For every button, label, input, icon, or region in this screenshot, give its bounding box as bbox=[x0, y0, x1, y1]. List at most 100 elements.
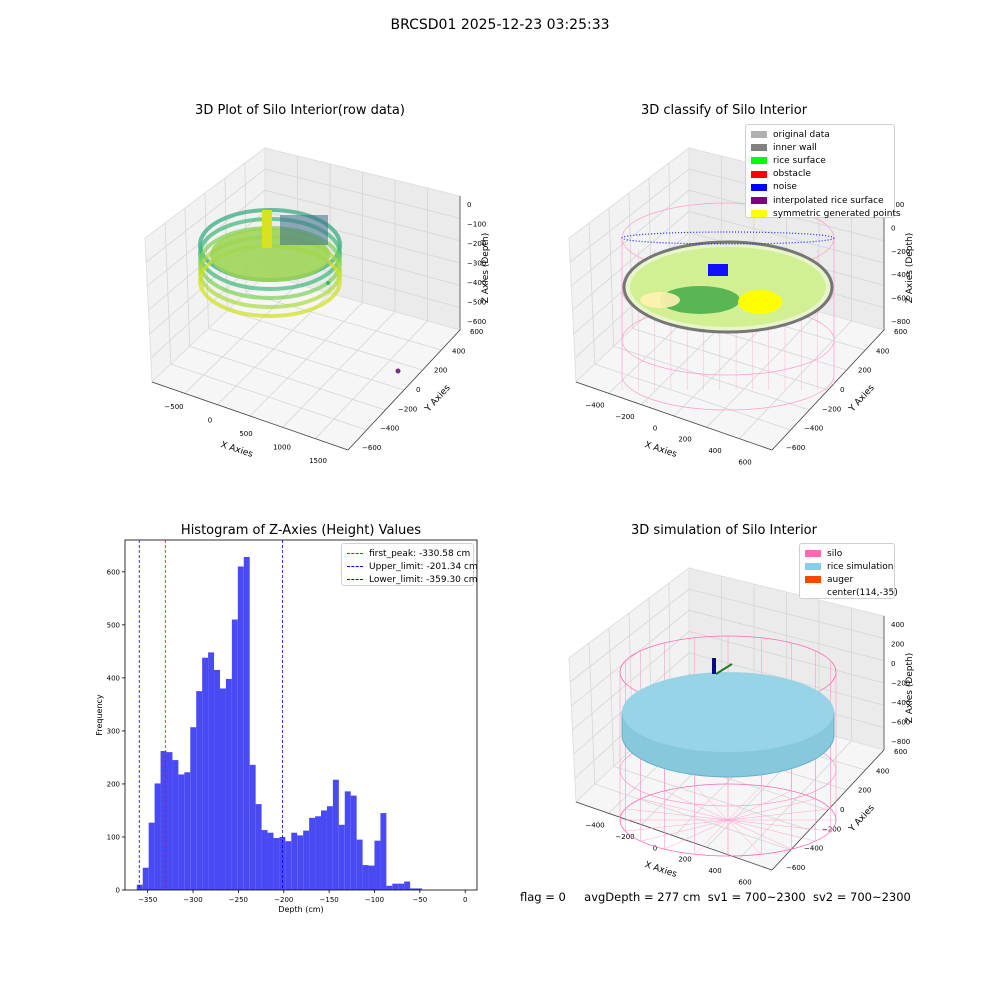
legend-swatch bbox=[751, 197, 767, 205]
z-tick-label: −100 bbox=[467, 221, 486, 229]
legend-swatch bbox=[751, 157, 767, 165]
silo-floor-spoke bbox=[727, 819, 816, 842]
silo-floor-spoke bbox=[727, 819, 762, 855]
legend-item: obstacle bbox=[751, 168, 889, 181]
x-tick-label: −250 bbox=[229, 896, 248, 904]
histogram-bar bbox=[273, 838, 280, 890]
point-obstacle bbox=[262, 210, 272, 248]
x-tick-label: 400 bbox=[708, 867, 721, 875]
y-tick-label: 200 bbox=[107, 780, 120, 788]
histogram-bar bbox=[190, 727, 197, 890]
y-tick-label: 400 bbox=[107, 674, 120, 682]
rice-top bbox=[622, 672, 834, 752]
legend-swatch bbox=[751, 210, 767, 218]
z-tick-label: 0 bbox=[467, 201, 471, 209]
z-tick-label: −300 bbox=[467, 260, 486, 268]
silo-floor-spoke bbox=[727, 819, 792, 850]
x-tick-label: −200 bbox=[274, 896, 293, 904]
histogram-bar bbox=[404, 881, 411, 890]
y-tick-label: 200 bbox=[434, 367, 447, 375]
y-axis-label: Y Axies bbox=[847, 803, 877, 835]
y-tick-label: −400 bbox=[380, 425, 399, 433]
z-tick-label: −200 bbox=[467, 240, 486, 248]
y-axis-line bbox=[347, 329, 461, 451]
histogram-bar bbox=[344, 791, 351, 890]
x-tick-label: 0 bbox=[653, 424, 657, 432]
x-axis-label: X Axies bbox=[643, 860, 678, 880]
histogram-bar bbox=[243, 556, 250, 890]
x-axis-line bbox=[151, 381, 349, 451]
histogram-bar bbox=[356, 839, 363, 890]
legend-item: silo bbox=[805, 547, 889, 560]
silo-shell bbox=[621, 238, 835, 411]
plot-frame bbox=[124, 539, 478, 891]
panel-title-raw: 3D Plot of Silo Interior(row data) bbox=[195, 103, 405, 118]
outlier-point bbox=[395, 368, 401, 374]
z-tick-label: −800 bbox=[891, 318, 910, 326]
histogram-bar bbox=[172, 760, 179, 890]
y-tick-label: 200 bbox=[858, 787, 871, 795]
y-tick-label: 100 bbox=[107, 833, 120, 841]
z-tick-label: −600 bbox=[891, 295, 910, 303]
y-tick-label: 600 bbox=[470, 328, 483, 336]
y-tick-label: −600 bbox=[786, 864, 805, 872]
panel-title-histogram: Histogram of Z-Axies (Height) Values bbox=[180, 523, 422, 538]
classified-silo bbox=[621, 202, 835, 411]
histogram-bar bbox=[285, 841, 292, 890]
x-tick-label: −200 bbox=[615, 833, 634, 841]
legend-label: inner wall bbox=[773, 142, 817, 153]
auger-arm bbox=[715, 663, 733, 675]
histogram-bar bbox=[142, 867, 149, 890]
silo-floor-spoke bbox=[664, 819, 729, 850]
histogram-bar bbox=[261, 830, 268, 890]
noise-ring bbox=[621, 231, 835, 245]
histogram-bar bbox=[398, 883, 405, 890]
silo-floor-spoke bbox=[694, 819, 729, 855]
x-tick-label: −350 bbox=[138, 896, 157, 904]
legend-label: rice simulation bbox=[827, 561, 894, 572]
z-tick-label: 0 bbox=[891, 224, 895, 232]
x-axis-line bbox=[575, 801, 773, 871]
legend-item: rice simulation bbox=[805, 560, 893, 573]
legend-label: rice surface bbox=[773, 155, 826, 166]
x-tick-label: 500 bbox=[239, 430, 252, 438]
legend-label: obstacle bbox=[773, 169, 811, 180]
histogram-bar bbox=[255, 804, 262, 890]
histogram-bar bbox=[136, 884, 143, 890]
x-tick-label: 400 bbox=[708, 447, 721, 455]
histogram-bar bbox=[380, 813, 387, 890]
noise-cluster bbox=[708, 264, 728, 276]
sv1-text: sv1 = 700~2300 bbox=[707, 890, 806, 904]
silo-floor-spoke bbox=[727, 819, 831, 832]
legend-label: first_peak: -330.58 cm bbox=[369, 548, 471, 559]
histogram-bar bbox=[368, 865, 375, 890]
legend-item: original data bbox=[751, 128, 889, 141]
y-tick-label: 0 bbox=[840, 806, 844, 814]
legend-swatch bbox=[805, 563, 821, 571]
legend-swatch bbox=[751, 131, 767, 139]
z-tick-label: −500 bbox=[467, 299, 486, 307]
y-tick-label: 0 bbox=[116, 887, 120, 895]
y-tick-label: 500 bbox=[107, 621, 120, 629]
legend-item: symmetric generated points bbox=[751, 207, 901, 220]
y-axis-line bbox=[771, 329, 885, 451]
z-tick-label: 0 bbox=[891, 660, 895, 668]
silo-floor-spoke bbox=[664, 790, 729, 821]
silo-floor-spoke bbox=[727, 808, 831, 821]
legend-item: Lower_limit: -359.30 cm bbox=[347, 573, 477, 586]
x-tick-label: 0 bbox=[653, 844, 657, 852]
legend-item: auger bbox=[805, 573, 889, 586]
histogram-bar bbox=[416, 888, 423, 890]
y-tick-label: 600 bbox=[894, 328, 907, 336]
legend-label: silo bbox=[827, 548, 843, 559]
legend-item: Upper_limit: -201.34 cm bbox=[347, 560, 478, 573]
x-tick-label: 200 bbox=[678, 856, 691, 864]
y-tick-label: 0 bbox=[840, 386, 844, 394]
flag-text: flag = 0 bbox=[520, 890, 566, 904]
legend-swatch bbox=[751, 170, 767, 178]
histogram-bar bbox=[321, 810, 327, 890]
legend-swatch bbox=[805, 590, 821, 597]
histogram-bar bbox=[279, 836, 286, 890]
y-tick-label: 200 bbox=[858, 367, 871, 375]
